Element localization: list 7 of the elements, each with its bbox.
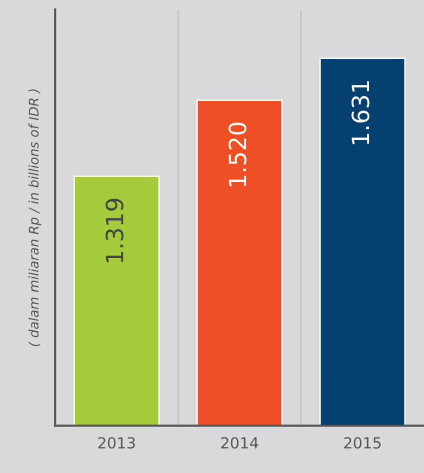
x-tick-label: 2014	[221, 437, 258, 449]
data-label: 1.520	[228, 122, 246, 186]
data-label: 1.631	[352, 81, 370, 144]
x-tick-label: 2015	[344, 437, 381, 449]
x-tick-label: 2013	[98, 437, 135, 449]
y-axis-title: ( dalam miliaran Rp / in billions of IDR )	[28, 89, 42, 346]
data-label: 1.319	[106, 198, 124, 262]
